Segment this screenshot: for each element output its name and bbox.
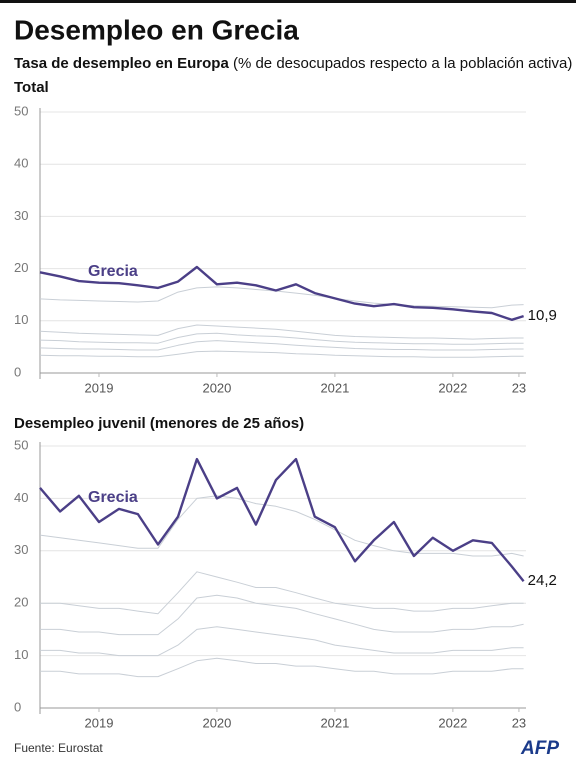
country-line [39, 495, 524, 557]
y-tick-label: 10 [14, 312, 28, 327]
x-tick-label: 2019 [85, 380, 114, 395]
country-line [39, 350, 524, 358]
x-tick-label: 23 [512, 380, 526, 395]
x-tick-label: 2021 [320, 715, 349, 730]
panel-title: Total [14, 79, 49, 96]
highlight-line [39, 457, 525, 582]
country-line [40, 594, 524, 636]
data-label: 24,2 [528, 572, 557, 589]
country-line [40, 657, 524, 678]
x-tick-label: 2019 [85, 715, 114, 730]
country-line [39, 324, 524, 340]
y-tick-label: 20 [14, 260, 28, 275]
x-tick-label: 2020 [202, 715, 231, 730]
x-tick-label: 2021 [320, 380, 349, 395]
highlight-line [39, 265, 524, 321]
country-line [39, 332, 524, 345]
title: Desempleo en Grecia [14, 14, 299, 45]
subtitle: Tasa de desempleo en Europa (% de desocu… [14, 55, 572, 72]
y-tick-label: 20 [14, 595, 28, 610]
x-tick-label: 2020 [202, 380, 231, 395]
y-tick-label: 30 [14, 542, 28, 557]
country-line [39, 286, 524, 309]
subtitle-bold: Tasa de desempleo en Europa [14, 55, 229, 72]
source: Fuente: Eurostat [14, 741, 103, 755]
y-tick-label: 50 [14, 437, 28, 452]
y-tick-label: 0 [14, 364, 21, 379]
y-tick-label: 30 [14, 208, 28, 223]
y-tick-label: 40 [14, 156, 28, 171]
y-tick-label: 50 [14, 103, 28, 118]
data-label: 10,9 [528, 307, 557, 324]
line-annotation: Grecia [88, 489, 138, 506]
top-rule [0, 0, 576, 3]
country-line [40, 571, 524, 615]
line-annotation: Grecia [88, 263, 138, 280]
x-tick-label: 2022 [438, 380, 467, 395]
logo: AFP [520, 738, 559, 759]
panel-title: Desempleo juvenil (menores de 25 años) [14, 415, 304, 432]
country-line [39, 340, 524, 351]
y-tick-label: 0 [14, 699, 21, 714]
x-tick-label: 2022 [438, 715, 467, 730]
x-tick-label: 23 [512, 715, 526, 730]
y-tick-label: 40 [14, 490, 28, 505]
subtitle-regular: (% de desocupados respecto a la població… [233, 55, 572, 72]
y-tick-label: 10 [14, 647, 28, 662]
country-line [40, 626, 524, 657]
